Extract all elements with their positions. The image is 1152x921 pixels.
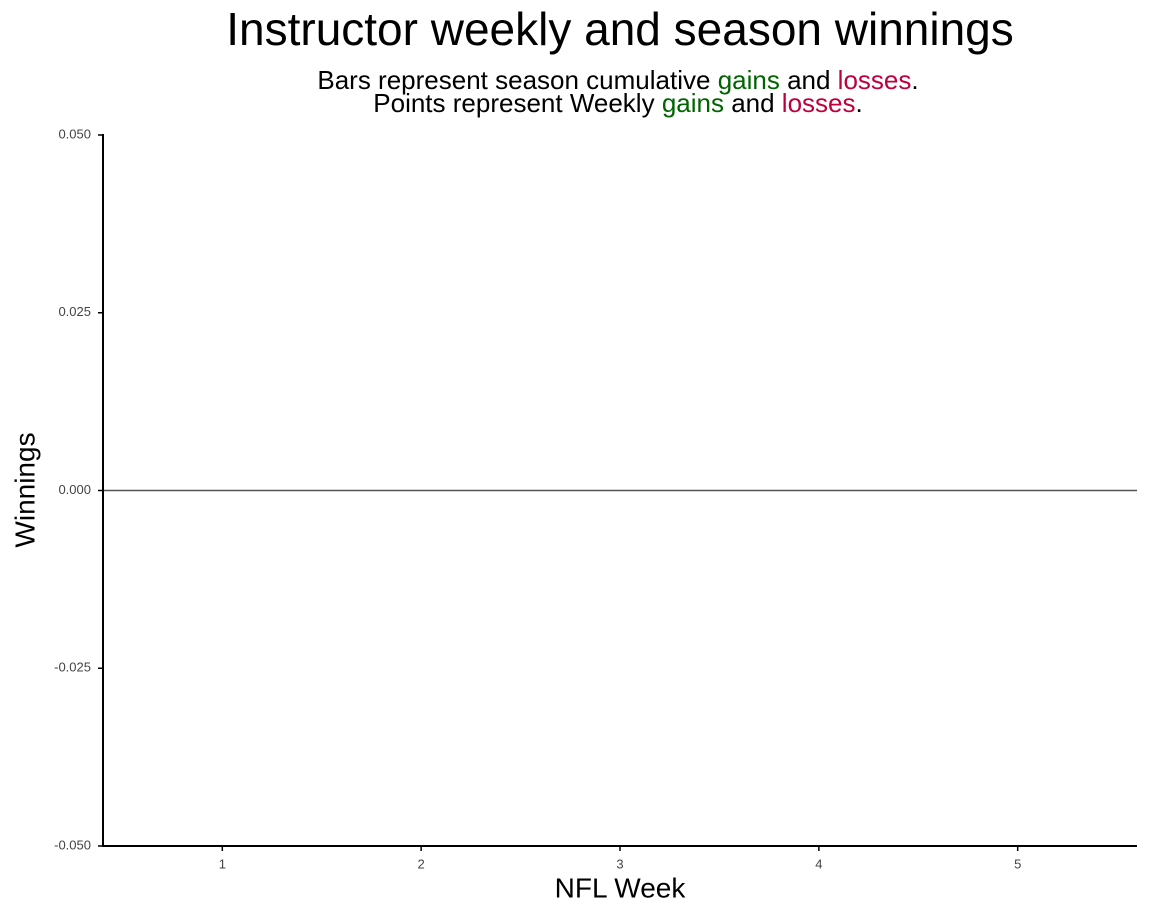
x-tick-label: 1 [219, 856, 226, 871]
subtitle-part: . [856, 88, 863, 118]
y-tick-label: -0.025 [54, 660, 91, 675]
chart-subtitle: Points represent Weekly gains and losses… [373, 88, 862, 118]
subtitle-part: and [724, 88, 782, 118]
chart-title: Instructor weekly and season winnings [226, 3, 1014, 55]
x-axis-label: NFL Week [555, 872, 687, 903]
chart-subtitle: Bars represent season cumulative gains a… [317, 65, 918, 95]
x-tick-label: 4 [815, 856, 822, 871]
x-tick-label: 5 [1014, 856, 1021, 871]
x-tick-label: 2 [418, 856, 425, 871]
subtitle-part: gains [718, 65, 780, 95]
x-tick-label: 3 [616, 856, 623, 871]
subtitle-part: and [780, 65, 838, 95]
y-tick-label: 0.025 [58, 304, 91, 319]
y-tick-label: 0.000 [58, 482, 91, 497]
subtitle-part: losses [838, 65, 912, 95]
subtitle-part: Points represent Weekly [373, 88, 662, 118]
subtitle-part: gains [662, 88, 724, 118]
subtitle-part: Bars represent season cumulative [317, 65, 717, 95]
y-axis-label: Winnings [9, 432, 40, 547]
subtitle-part: . [911, 65, 918, 95]
subtitle-part: losses [782, 88, 856, 118]
y-tick-label: 0.050 [58, 126, 91, 141]
y-tick-label: -0.050 [54, 837, 91, 852]
